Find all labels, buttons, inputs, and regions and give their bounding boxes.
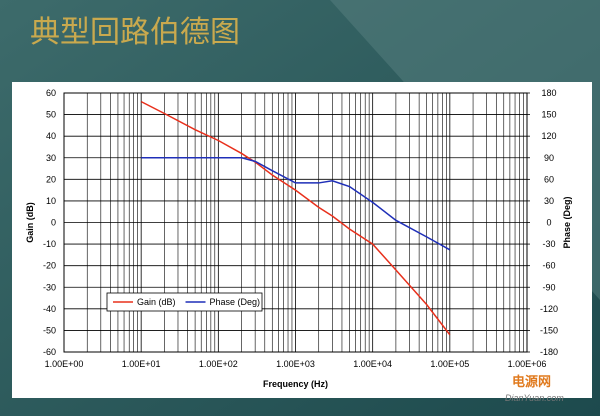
x-tick-label: 1.00E+01 xyxy=(122,359,161,369)
y-tick-label: -10 xyxy=(43,239,56,249)
plot-frame xyxy=(63,92,528,353)
y2-tick-label: 180 xyxy=(541,88,556,98)
y2-tick-label: -60 xyxy=(542,261,555,271)
x-axis-label: Frequency (Hz) xyxy=(263,379,328,389)
legend-label: Gain (dB) xyxy=(137,297,176,307)
legend-label: Phase (Deg) xyxy=(210,297,261,307)
x-tick-label: 1.00E+06 xyxy=(508,359,547,369)
y-tick-label: -60 xyxy=(43,347,56,357)
x-tick-label: 1.00E+00 xyxy=(45,359,84,369)
y2-tick-label: -180 xyxy=(540,347,558,357)
chart-panel xyxy=(12,82,592,398)
legend-box xyxy=(106,292,263,312)
y2-tick-label: 0 xyxy=(546,218,551,228)
y-tick-label: -20 xyxy=(43,261,56,271)
y-tick-label: 10 xyxy=(46,196,56,206)
y-tick-label: 40 xyxy=(46,131,56,141)
y2-tick-label: 90 xyxy=(544,153,554,163)
y2-tick-label: 30 xyxy=(544,196,554,206)
series-line xyxy=(140,100,451,336)
y-tick-label: 0 xyxy=(51,218,56,228)
x-tick-label: 1.00E+05 xyxy=(430,359,469,369)
y-tick-label: 60 xyxy=(46,88,56,98)
y2-tick-label: -120 xyxy=(540,304,558,314)
y2-tick-label: -90 xyxy=(542,282,555,292)
y-tick-label: 50 xyxy=(46,110,56,120)
y2-tick-label: 60 xyxy=(544,174,554,184)
y-tick-label: -30 xyxy=(43,282,56,292)
y2-tick-label: 150 xyxy=(541,110,556,120)
y2-tick-label: 120 xyxy=(541,131,556,141)
y2-axis-label: Phase (Deg) xyxy=(562,196,572,248)
y-tick-label: -50 xyxy=(43,325,56,335)
watermark-site: DianYuan.com xyxy=(505,393,564,403)
y-axis-label: Gain (dB) xyxy=(25,202,35,243)
x-tick-label: 1.00E+04 xyxy=(353,359,392,369)
y2-tick-label: -30 xyxy=(542,239,555,249)
slide-title: 典型回路伯德图 xyxy=(30,15,240,50)
chart: 1.00E+00 1.00E+01 1.00E+02 1.00E+03 1.00E+04… xyxy=(25,88,572,389)
series-line xyxy=(141,157,451,251)
y-tick-label: 30 xyxy=(46,153,56,163)
x-tick-label: 1.00E+02 xyxy=(199,359,238,369)
x-tick-label: 1.00E+03 xyxy=(276,359,315,369)
watermark-brand: 电源网 xyxy=(512,374,551,390)
y-tick-label: -40 xyxy=(43,304,56,314)
y2-tick-label: -150 xyxy=(540,325,558,335)
y-tick-label: 20 xyxy=(46,174,56,184)
